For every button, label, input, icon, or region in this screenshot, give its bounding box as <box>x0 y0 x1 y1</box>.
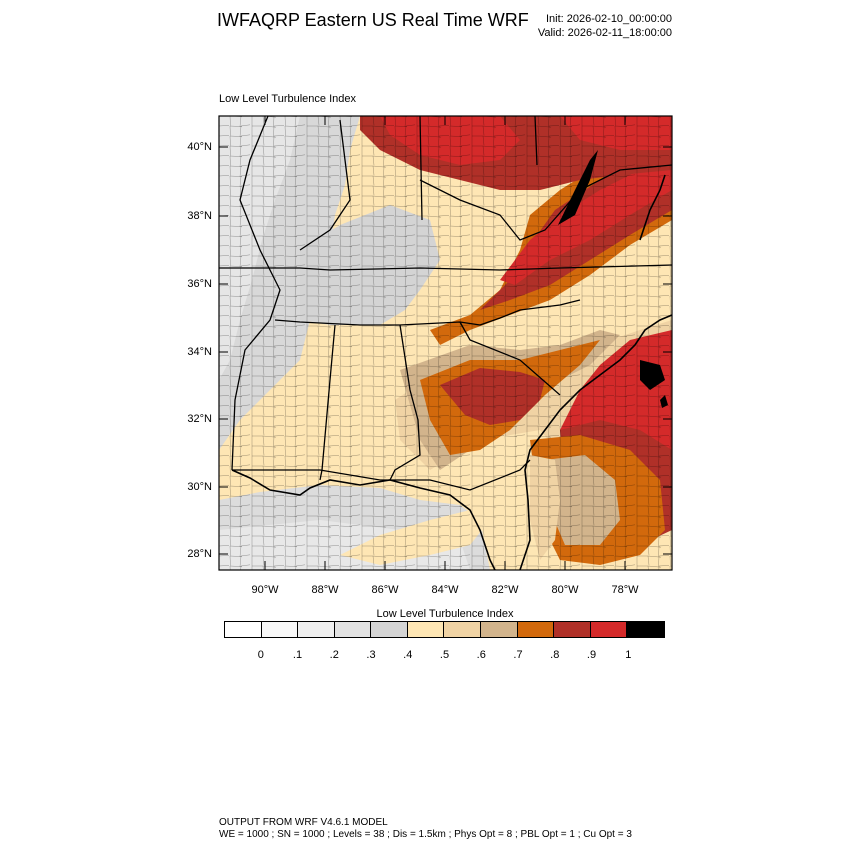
footer-settings: WE = 1000 ; SN = 1000 ; Levels = 38 ; Di… <box>219 829 632 840</box>
colorbar-box-9 <box>554 622 591 637</box>
colorbar-box-1 <box>261 622 299 637</box>
coastline <box>231 174 672 570</box>
lat-tick-30n: 30°N <box>187 481 212 493</box>
map-subtitle: Low Level Turbulence Index <box>219 93 356 105</box>
colorbar-box-2 <box>298 622 335 637</box>
axis-ticks <box>219 116 672 570</box>
lon-tick-90w: 90°W <box>251 584 279 596</box>
lon-tick-78w: 78°W <box>611 584 639 596</box>
colorbar-label: .9 <box>586 649 597 661</box>
colorbar-box-7 <box>481 622 518 637</box>
colorbar-box-11 <box>627 622 664 637</box>
colorbar-label: 1 <box>625 649 632 661</box>
colorbar-box-10 <box>590 622 628 637</box>
colorbar-label: .7 <box>513 649 523 661</box>
init-time: Init: 2026-02-10_00:00:00 <box>546 13 672 25</box>
colorbar-box-0 <box>225 622 262 637</box>
colorbar-label: .1 <box>292 649 303 661</box>
colorbar-box-4 <box>371 622 408 637</box>
lon-tick-88w: 88°W <box>311 584 339 596</box>
lat-tick-28n: 28°N <box>187 548 212 560</box>
state-boundaries <box>219 116 672 491</box>
colorbar-title: Low Level Turbulence Index <box>376 608 514 620</box>
lon-tick-84w: 84°W <box>431 584 459 596</box>
lon-tick-82w: 82°W <box>491 584 519 596</box>
lat-tick-32n: 32°N <box>187 413 212 425</box>
plot-title: IWFAQRP Eastern US Real Time WRF <box>217 10 529 30</box>
colorbar-box-3 <box>334 622 372 637</box>
valid-time: Valid: 2026-02-11_18:00:00 <box>537 27 672 39</box>
colorbar-label: .8 <box>550 649 560 661</box>
lat-tick-36n: 36°N <box>187 278 212 290</box>
lon-tick-80w: 80°W <box>551 584 579 596</box>
colorbar-label: .4 <box>403 649 413 661</box>
colorbar-label: 0 <box>257 649 264 661</box>
lat-tick-40n: 40°N <box>187 141 212 153</box>
colorbar <box>224 621 665 638</box>
colorbar-label: .2 <box>329 649 339 661</box>
lon-tick-86w: 86°W <box>371 584 399 596</box>
lat-tick-38n: 38°N <box>187 210 212 222</box>
footer-model: OUTPUT FROM WRF V4.6.1 MODEL <box>219 817 388 828</box>
colorbar-box-8 <box>517 622 555 637</box>
lat-tick-34n: 34°N <box>187 346 212 358</box>
field-layer <box>219 116 672 570</box>
colorbar-label: .6 <box>476 649 486 661</box>
colorbar-label: .5 <box>439 649 450 661</box>
colorbar-label: .3 <box>366 649 376 661</box>
colorbar-box-5 <box>407 622 445 637</box>
colorbar-box-6 <box>444 622 482 637</box>
